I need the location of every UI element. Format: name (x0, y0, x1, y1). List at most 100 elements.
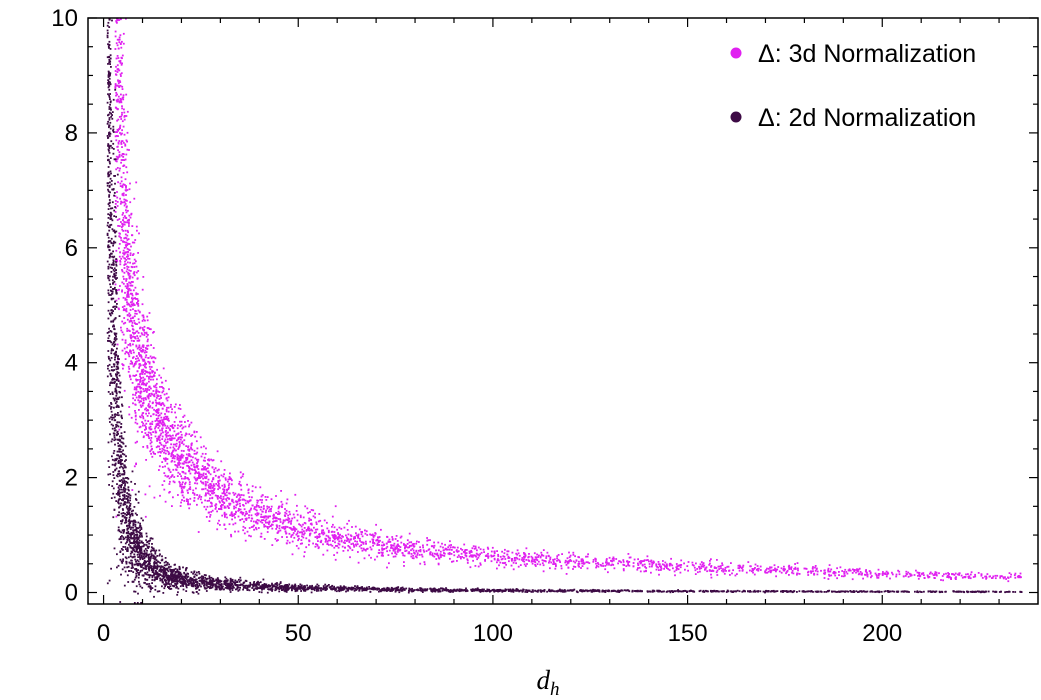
data-point (214, 504, 217, 507)
data-point (128, 149, 130, 151)
data-point (108, 417, 111, 420)
data-point (109, 275, 111, 278)
data-point (322, 531, 325, 534)
data-point (137, 299, 140, 302)
data-point (172, 455, 175, 457)
data-point (349, 556, 351, 559)
data-point (118, 288, 120, 291)
data-point (162, 448, 165, 451)
data-point (472, 559, 474, 562)
data-point (1020, 576, 1022, 579)
data-point (155, 382, 158, 385)
data-point (512, 561, 515, 564)
data-point (844, 568, 847, 571)
data-point (151, 576, 154, 579)
data-point (274, 517, 277, 520)
data-point (394, 546, 397, 549)
data-point (227, 488, 230, 490)
data-point (116, 260, 119, 263)
data-point (628, 561, 631, 563)
data-point (137, 521, 140, 524)
data-point (155, 401, 157, 404)
data-point (832, 572, 835, 574)
data-point (355, 534, 358, 537)
data-point (814, 569, 817, 572)
data-point (333, 546, 336, 549)
data-point (161, 407, 164, 410)
data-point (151, 574, 154, 577)
data-point (114, 195, 117, 197)
data-point (917, 574, 919, 577)
data-point (106, 24, 109, 27)
data-point (134, 415, 137, 418)
data-point (360, 547, 363, 550)
data-point (337, 536, 340, 539)
data-point (126, 219, 129, 222)
data-point (728, 570, 730, 572)
data-point (206, 489, 209, 492)
data-point (132, 281, 134, 283)
data-point (108, 340, 110, 342)
data-point (204, 481, 207, 483)
data-point (136, 347, 139, 350)
data-point (120, 326, 122, 329)
data-point (157, 415, 160, 417)
data-point (153, 361, 155, 364)
data-point (161, 386, 163, 388)
data-point (348, 540, 351, 543)
data-point (185, 583, 187, 586)
data-point (118, 428, 121, 431)
data-point (651, 590, 654, 593)
data-point (205, 475, 208, 478)
data-point (215, 506, 217, 509)
data-point (178, 446, 180, 449)
data-point (184, 481, 187, 484)
data-point (166, 415, 169, 418)
data-point (192, 492, 194, 494)
data-point (922, 574, 925, 576)
data-point (226, 516, 228, 519)
data-point (110, 108, 112, 111)
data-point (581, 562, 583, 565)
data-point (326, 527, 329, 530)
data-point (658, 569, 660, 571)
data-point (197, 477, 200, 479)
data-point (255, 526, 257, 529)
data-point (167, 431, 169, 434)
data-point (291, 529, 294, 531)
data-point (245, 517, 248, 520)
data-point (145, 535, 148, 538)
data-point (142, 422, 145, 425)
data-point (123, 309, 126, 311)
data-point (523, 556, 526, 559)
data-point (582, 561, 585, 564)
data-point (340, 527, 343, 530)
data-point (115, 290, 118, 293)
data-point (137, 359, 140, 362)
data-point (479, 548, 482, 551)
data-point (774, 567, 776, 570)
data-point (668, 569, 671, 571)
data-point (227, 506, 230, 509)
data-point (141, 569, 144, 572)
data-point (530, 559, 533, 562)
data-point (299, 542, 302, 545)
data-point (151, 406, 154, 409)
data-point (749, 565, 752, 568)
data-point (128, 277, 131, 280)
data-point (477, 546, 480, 549)
data-point (122, 42, 125, 45)
data-point (127, 581, 130, 583)
data-point (595, 566, 597, 569)
data-point (643, 563, 646, 566)
data-point (534, 563, 536, 566)
data-point (145, 398, 147, 401)
data-point (177, 407, 180, 410)
data-point (429, 551, 432, 553)
data-point (854, 569, 856, 571)
data-point (282, 519, 285, 522)
data-point (205, 467, 208, 470)
data-point (980, 574, 983, 577)
data-point (129, 349, 131, 352)
data-point (730, 562, 732, 564)
